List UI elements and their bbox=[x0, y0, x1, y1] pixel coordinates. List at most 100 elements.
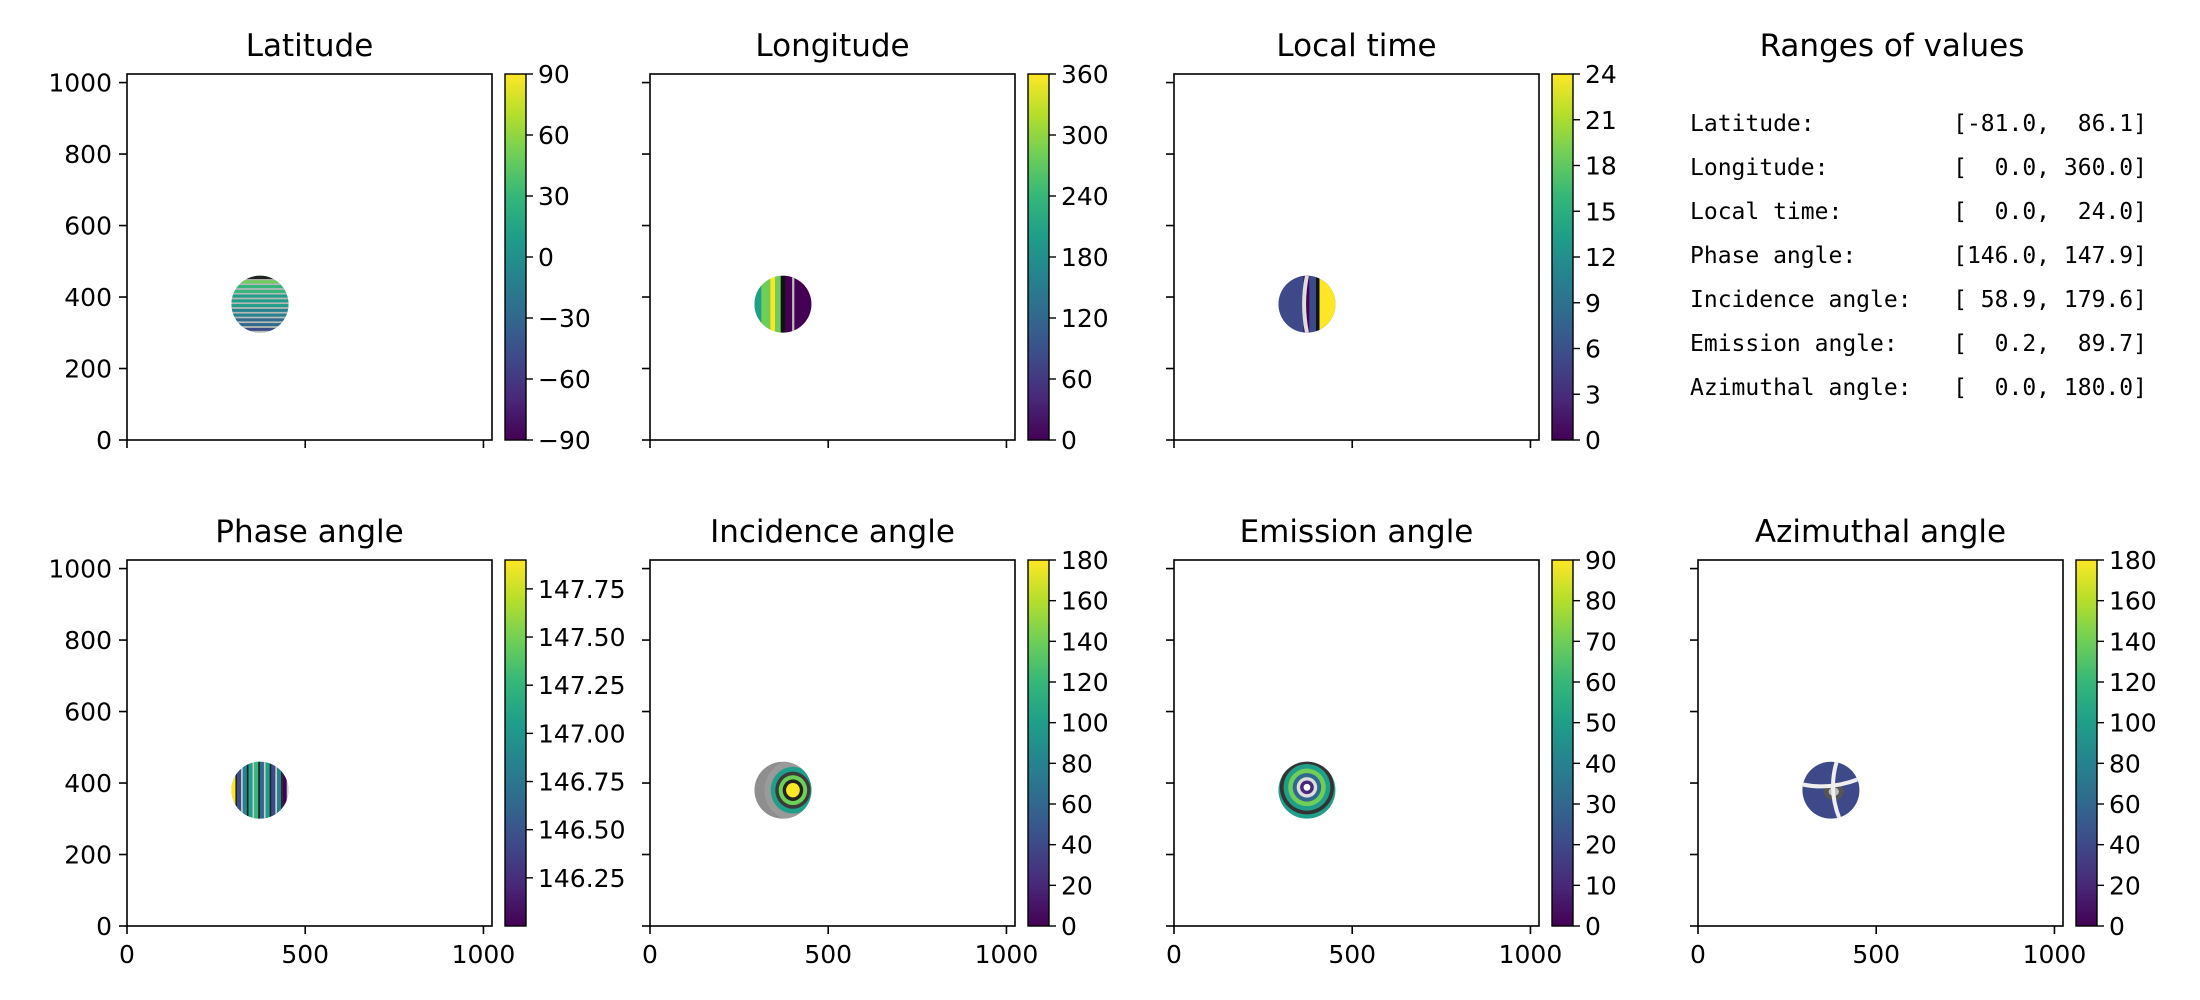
x-tick-label: 0 bbox=[119, 940, 135, 969]
disc-image bbox=[1802, 761, 1860, 819]
colorbar-tick-label: 0 bbox=[1061, 426, 1077, 455]
colorbar-tick-label: 60 bbox=[1585, 668, 1617, 697]
disc-contour bbox=[231, 278, 289, 281]
x-tick-label: 1000 bbox=[975, 940, 1039, 969]
disc-contour bbox=[1831, 761, 1842, 819]
colorbar-tick-label: 180 bbox=[1061, 243, 1109, 272]
disc-image bbox=[231, 761, 289, 819]
colorbar-tick-label: 20 bbox=[1585, 831, 1617, 860]
y-tick-label: 0 bbox=[96, 426, 112, 455]
disc-contour bbox=[231, 316, 289, 319]
colorbar-tick-label: 3 bbox=[1585, 380, 1601, 409]
colorbar-tick-label: 147.75 bbox=[538, 575, 625, 604]
colorbar-tick-label: 146.75 bbox=[538, 768, 625, 797]
panel-emission-angle: Emission angle 0 500 1000 90 80 70 60 50 40 30 20 10… bbox=[1166, 514, 1617, 969]
disc-ring bbox=[786, 782, 800, 798]
colorbar: 90 80 70 60 50 40 30 20 10 0 bbox=[1551, 546, 1617, 941]
disc-contour bbox=[281, 761, 283, 819]
colorbar-tick-label: 30 bbox=[1585, 790, 1617, 819]
disc-ring bbox=[1303, 783, 1311, 791]
colorbar-tick-label: 300 bbox=[1061, 121, 1109, 150]
disc-band bbox=[259, 761, 264, 819]
x-tick-label: 0 bbox=[642, 940, 658, 969]
disc-band bbox=[282, 761, 287, 819]
disc-contour bbox=[275, 761, 278, 819]
colorbar-tick-label: 140 bbox=[2109, 627, 2157, 656]
disc-contour bbox=[231, 292, 289, 295]
x-tick-label: 1000 bbox=[2023, 940, 2087, 969]
axes-frame bbox=[1173, 73, 1540, 441]
disc-fill bbox=[782, 275, 812, 333]
colorbar-tick-label: 60 bbox=[1061, 365, 1093, 394]
y-tick-label: 600 bbox=[64, 698, 112, 727]
disc-band bbox=[231, 308, 289, 312]
x-tick-label: 0 bbox=[1166, 940, 1182, 969]
disc-band bbox=[770, 275, 775, 333]
disc-contour bbox=[269, 761, 272, 819]
colorbar-tick-label: 146.25 bbox=[538, 864, 625, 893]
colorbar-gradient bbox=[1027, 73, 1050, 441]
colorbar-tick-label: 90 bbox=[1585, 546, 1617, 575]
colorbar-tick-label: 120 bbox=[1061, 304, 1109, 333]
ranges-title: Ranges of values bbox=[1760, 28, 2025, 64]
y-tick-label: 0 bbox=[96, 912, 112, 941]
disc-band bbox=[231, 313, 289, 317]
x-tick-label: 1000 bbox=[1499, 940, 1563, 969]
disc-band bbox=[237, 761, 242, 819]
disc-contour bbox=[231, 330, 289, 333]
y-tick-label: 400 bbox=[64, 283, 112, 312]
colorbar-tick-label: 80 bbox=[1061, 749, 1093, 778]
panel-title: Incidence angle bbox=[710, 514, 955, 550]
y-tick-label: 1000 bbox=[48, 555, 112, 584]
colorbar-tick-label: 50 bbox=[1585, 709, 1617, 738]
colorbar-gradient bbox=[2075, 559, 2098, 927]
colorbar-tick-label: 160 bbox=[2109, 587, 2157, 616]
disc-contour bbox=[258, 761, 260, 819]
disc-band bbox=[248, 761, 253, 819]
disc-contour bbox=[286, 761, 289, 819]
colorbar-tick-label: 100 bbox=[2109, 709, 2157, 738]
disc-contour bbox=[235, 761, 238, 819]
panel-local-time: Local time 24 21 18 15 12 9 6 3 0 bbox=[1166, 28, 1617, 455]
colorbar: 147.75 147.50 147.25 147.00 146.75 146.50 146.… bbox=[504, 559, 625, 927]
disc-band bbox=[277, 761, 282, 819]
colorbar-tick-label: −90 bbox=[538, 426, 591, 455]
panel-title: Azimuthal angle bbox=[1755, 514, 2006, 550]
colorbar-tick-label: 60 bbox=[538, 121, 570, 150]
colorbar-tick-label: 6 bbox=[1585, 335, 1601, 364]
y-tick-label: 1000 bbox=[48, 69, 112, 98]
panel-incidence-angle: Incidence angle 0 500 1000 180 160 140 120 100 80… bbox=[642, 514, 1109, 969]
colorbar-tick-label: 140 bbox=[1061, 627, 1109, 656]
disc-contour bbox=[246, 761, 249, 819]
colorbar-tick-label: 24 bbox=[1585, 60, 1617, 89]
disc-image bbox=[754, 275, 812, 333]
range-line-phase-angle: Phase angle: [146.0, 147.9] bbox=[1690, 243, 2147, 269]
panel-title: Emission angle bbox=[1240, 514, 1474, 550]
disc-band bbox=[231, 289, 289, 293]
colorbar-tick-label: 147.25 bbox=[538, 671, 625, 700]
colorbar-tick-label: 360 bbox=[1061, 60, 1109, 89]
colorbar-gradient bbox=[1027, 559, 1050, 927]
range-line-incidence-angle: Incidence angle: [ 58.9, 179.6] bbox=[1690, 287, 2147, 313]
disc-image bbox=[1278, 275, 1336, 333]
panel-title: Local time bbox=[1276, 28, 1436, 64]
colorbar: 180 160 140 120 100 80 60 40 20 0 bbox=[2075, 546, 2157, 941]
colorbar-tick-label: 10 bbox=[1585, 871, 1617, 900]
y-tick-label: 800 bbox=[64, 626, 112, 655]
colorbar-tick-label: 0 bbox=[2109, 912, 2125, 941]
y-tick-label: 800 bbox=[64, 140, 112, 169]
colorbar-tick-label: −60 bbox=[538, 365, 591, 394]
disc-band bbox=[1303, 275, 1310, 333]
colorbar-tick-label: 15 bbox=[1585, 197, 1617, 226]
axes-frame bbox=[649, 73, 1016, 441]
colorbar: 180 160 140 120 100 80 60 40 20 0 bbox=[1027, 546, 1109, 941]
colorbar: 24 21 18 15 12 9 6 3 0 bbox=[1551, 60, 1617, 455]
colorbar-tick-label: 18 bbox=[1585, 152, 1617, 181]
disc-band bbox=[242, 761, 247, 819]
disc-contour bbox=[231, 297, 289, 300]
colorbar-tick-label: 20 bbox=[1061, 871, 1093, 900]
disc-band bbox=[231, 285, 289, 289]
axes-frame bbox=[1173, 559, 1540, 927]
x-tick-label: 500 bbox=[1328, 940, 1376, 969]
disc-contour bbox=[263, 761, 266, 819]
